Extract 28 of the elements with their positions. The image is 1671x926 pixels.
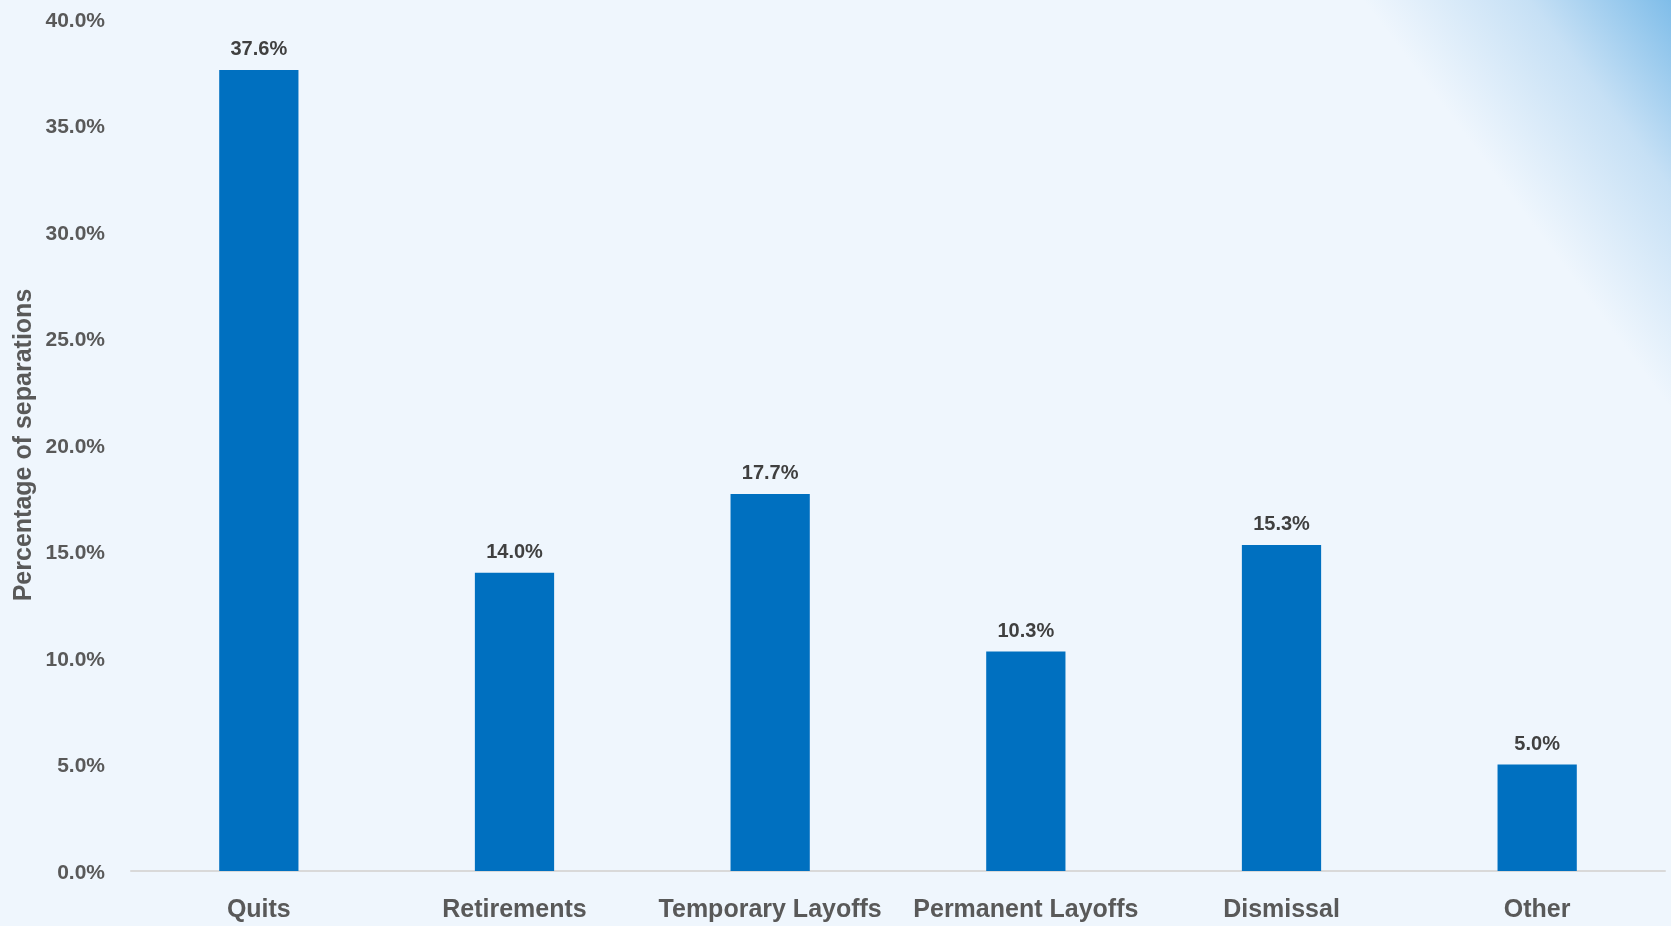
y-axis-title: Percentage of separations [8, 288, 37, 602]
y-tick-label: 10.0% [45, 646, 106, 670]
y-tick-label: 30.0% [45, 220, 106, 244]
bar [1241, 545, 1322, 871]
data-label: 14.0% [486, 539, 544, 562]
y-tick-label: 5.0% [57, 753, 106, 776]
bar [730, 493, 810, 871]
data-label: 10.3% [997, 618, 1055, 641]
y-tick-label: 0.0% [57, 859, 106, 883]
x-tick-label: Permanent Layoffs [913, 893, 1139, 922]
data-label: 5.0% [1514, 731, 1561, 754]
bar [474, 572, 555, 871]
x-tick-label: Dismissal [1223, 893, 1340, 922]
data-label: 37.6% [230, 37, 288, 60]
bar [1497, 764, 1577, 871]
bar [219, 70, 299, 871]
data-label: 15.3% [1253, 512, 1311, 535]
y-tick-label: 40.0% [45, 7, 106, 31]
y-tick-label: 20.0% [45, 433, 106, 457]
x-tick-label: Quits [226, 893, 291, 922]
bar [986, 651, 1066, 871]
y-tick-label: 25.0% [45, 327, 106, 350]
y-tick-label: 15.0% [45, 540, 106, 563]
x-tick-label: Retirements [442, 893, 587, 922]
x-tick-label: Other [1503, 893, 1571, 922]
data-label: 17.7% [741, 460, 799, 483]
y-tick-label: 35.0% [45, 114, 106, 137]
x-tick-label: Temporary Layoffs [658, 893, 882, 922]
